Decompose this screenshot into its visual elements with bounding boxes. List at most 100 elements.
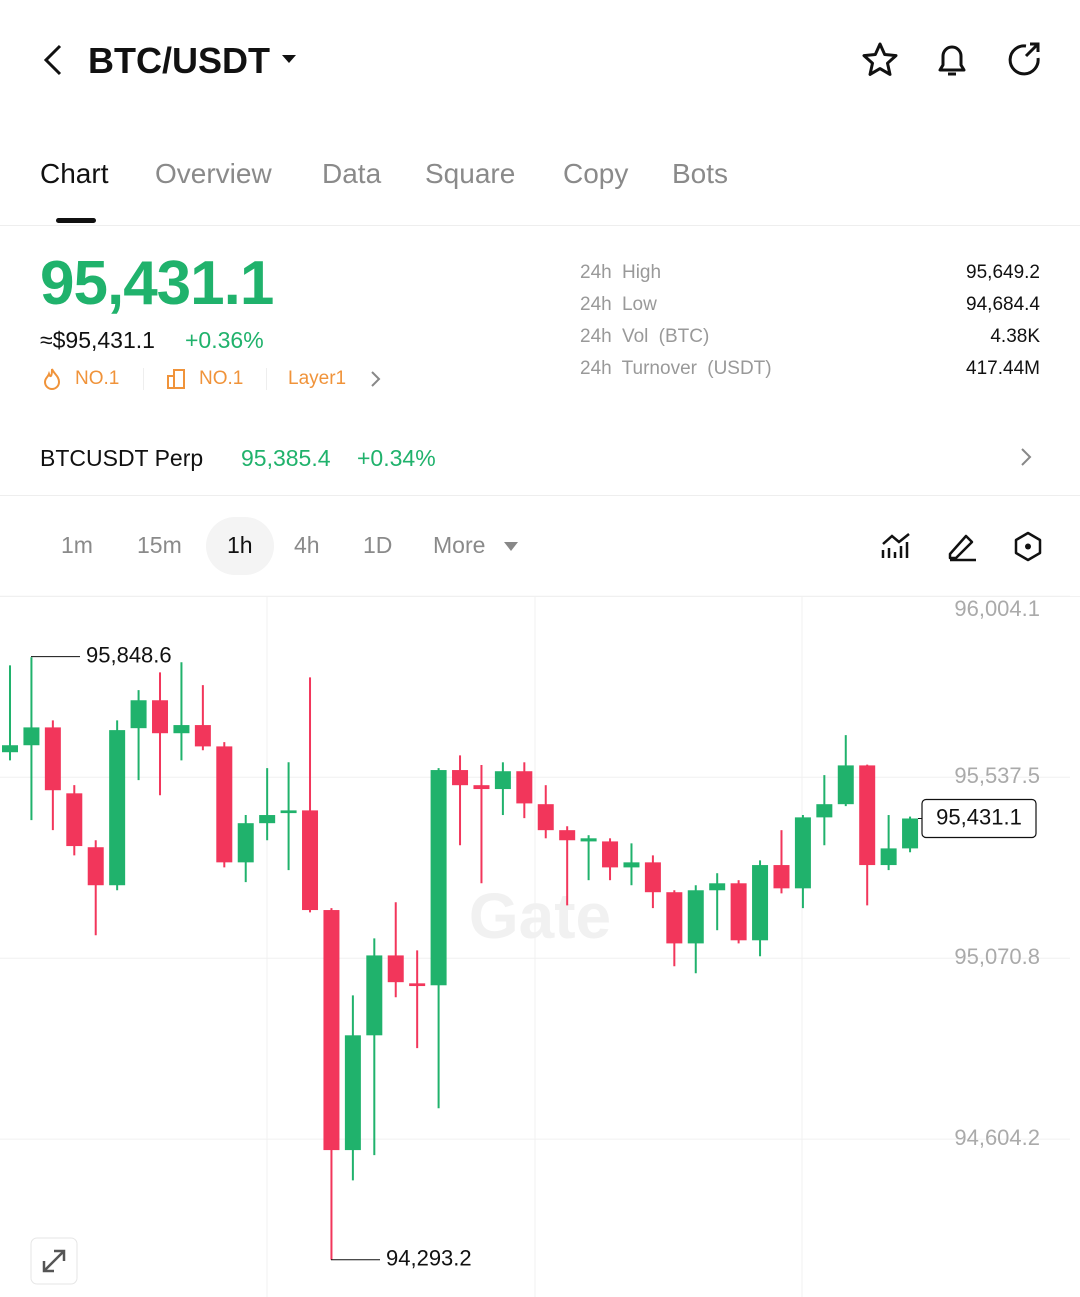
separator — [266, 368, 267, 390]
candle-body — [259, 815, 276, 824]
interval[interactable]: 1h — [227, 532, 253, 558]
candle-body — [387, 955, 404, 983]
candle-body — [409, 983, 426, 987]
chevron[interactable] — [368, 368, 384, 390]
tab[interactable]: Bots — [672, 158, 729, 189]
candle-body — [430, 770, 447, 986]
candle-body — [366, 955, 383, 1036]
tab[interactable]: Copy — [563, 158, 629, 189]
stat-label: 24h High — [580, 262, 662, 283]
candle-body — [580, 838, 597, 842]
stat-label: 24h Vol (BTC) — [580, 326, 710, 347]
candle-body — [752, 865, 769, 941]
stat-value: 417.44M — [966, 358, 1040, 379]
chevron[interactable] — [1018, 445, 1034, 469]
candle-body — [280, 810, 297, 814]
divider — [0, 495, 1080, 496]
candle-body — [323, 910, 340, 1151]
tab[interactable]: Chart — [40, 158, 109, 189]
interval[interactable]: 15m — [137, 532, 182, 558]
y-tick-label: 96,004.1 — [954, 596, 1040, 621]
candle-body — [794, 817, 811, 889]
draw-icon[interactable] — [946, 530, 978, 562]
sector-badge[interactable]: Layer1 — [288, 368, 347, 389]
divider — [0, 225, 1080, 226]
y-tick-label: 95,537.5 — [954, 763, 1040, 788]
y-tick-label: 95,070.8 — [954, 944, 1040, 969]
tab[interactable]: Overview — [155, 158, 272, 189]
candle-body — [859, 765, 876, 866]
candle-body — [837, 765, 854, 805]
candle-body — [173, 725, 190, 734]
candle-body — [452, 770, 469, 786]
candle-body — [516, 771, 533, 804]
interval-highlight — [206, 517, 274, 575]
candle-body — [302, 810, 319, 911]
star-icon[interactable] — [860, 40, 900, 80]
candle-body — [44, 727, 61, 791]
rank-badge: NO.1 — [75, 368, 120, 389]
price-change: +0.36% — [185, 327, 264, 353]
candle-body — [237, 823, 254, 863]
indicator-icon[interactable] — [880, 530, 912, 562]
pair-title[interactable]: BTC/USDT — [88, 40, 270, 81]
back-icon[interactable] — [38, 42, 68, 78]
settings-icon[interactable] — [1012, 530, 1044, 562]
candle-body — [194, 725, 211, 747]
stat-value: 4.38K — [990, 326, 1040, 347]
interval[interactable]: More — [433, 532, 486, 558]
bell-icon[interactable] — [932, 40, 972, 80]
perp-change: +0.34% — [357, 445, 436, 471]
candle-body — [537, 804, 554, 831]
share-icon[interactable] — [1004, 40, 1044, 80]
dropdown-icon[interactable] — [280, 52, 298, 66]
candle-body — [880, 848, 897, 866]
candle-body — [602, 841, 619, 868]
interval[interactable]: 1m — [61, 532, 93, 558]
tab[interactable]: Square — [425, 158, 516, 189]
perp-price: 95,385.4 — [241, 445, 331, 471]
candle-body — [23, 727, 40, 746]
candle-body — [623, 862, 640, 868]
candle-body — [87, 847, 104, 886]
sector-icon — [167, 369, 185, 389]
tab[interactable]: Data — [322, 158, 382, 189]
candle-body — [494, 771, 511, 790]
separator — [143, 368, 144, 390]
candle-body — [2, 745, 18, 753]
last-price-label: 95,431.1 — [936, 804, 1022, 829]
y-tick-label: 94,604.2 — [954, 1125, 1040, 1150]
candle-body — [902, 818, 919, 849]
last-price: 95,431.1 — [40, 249, 274, 318]
low-marker-label: 94,293.2 — [386, 1246, 472, 1271]
high-marker-label: 95,848.6 — [86, 642, 172, 667]
divider — [0, 596, 1080, 597]
stat-value: 95,649.2 — [966, 262, 1040, 283]
interval[interactable]: 1D — [363, 532, 393, 558]
candle-body — [559, 830, 576, 841]
dropdown-icon[interactable] — [502, 540, 520, 554]
candle-body — [773, 865, 790, 889]
candle-body — [344, 1035, 361, 1151]
stat-value: 94,684.4 — [966, 294, 1040, 315]
interval[interactable]: 4h — [294, 532, 320, 558]
candle-body — [644, 862, 661, 893]
candle-body — [216, 746, 233, 863]
candle-body — [473, 785, 490, 790]
candle-body — [730, 883, 747, 941]
stat-label: 24h Turnover (USDT) — [580, 358, 772, 379]
candle-body — [687, 890, 704, 944]
candle-body — [109, 730, 126, 886]
stat-label: 24h Low — [580, 294, 657, 315]
usd-price: ≈$95,431.1 — [40, 327, 155, 353]
fullscreen-button[interactable] — [30, 1237, 78, 1285]
last-price-tag — [921, 798, 1037, 839]
candle-body — [816, 804, 833, 818]
fire-icon — [43, 368, 61, 390]
rank-badge: NO.1 — [199, 368, 244, 389]
candle-body — [666, 892, 683, 944]
candle-body — [130, 700, 147, 729]
tab-indicator — [56, 218, 96, 223]
perp-name[interactable]: BTCUSDT Perp — [40, 445, 204, 471]
